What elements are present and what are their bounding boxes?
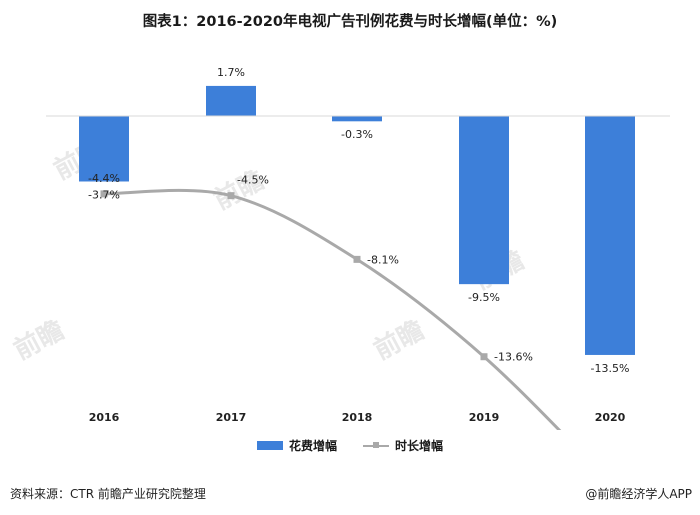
- legend: 花费增幅 时长增幅: [0, 437, 700, 454]
- watermark-mark: 前瞻: [209, 164, 269, 216]
- bar-2016: [79, 116, 129, 182]
- legend-swatch-bar: [256, 441, 283, 450]
- line-label-2019: -13.6%: [494, 351, 533, 364]
- bar-2020: [585, 116, 635, 355]
- bar-2018: [332, 116, 382, 122]
- x-tick-2019: 2019: [469, 411, 500, 424]
- line-series: [103, 188, 562, 430]
- watermark-mark: 前瞻: [369, 314, 429, 366]
- line-marker-2018: [353, 255, 361, 263]
- data-labels: -3.7% 1.7% -0.3% -9.5% -13.5% -4.4% -4.5% -8.1%…: [88, 66, 630, 375]
- bar-2019: [459, 116, 509, 285]
- legend-label-line: 时长增幅: [395, 439, 444, 453]
- line-markers: [100, 190, 488, 361]
- source-note: 资料来源：CTR 前瞻产业研究院整理: [10, 487, 206, 501]
- line-marker-2019: [480, 353, 488, 361]
- legend-swatch-line: [363, 441, 389, 450]
- legend-item-line: 时长增幅: [363, 437, 443, 454]
- bar-2017: [206, 85, 256, 116]
- legend-item-bar: 花费增幅: [256, 437, 337, 454]
- bar-series: [79, 85, 635, 355]
- line-label-2016: -4.4%: [88, 172, 120, 185]
- line-label-2017: -4.5%: [237, 174, 269, 187]
- line-marker-2016: [100, 190, 108, 198]
- bar-label-2018: -0.3%: [341, 128, 373, 141]
- bar-label-2016: -3.7%: [88, 188, 120, 201]
- x-tick-2017: 2017: [216, 411, 247, 424]
- legend-label-bar: 花费增幅: [288, 439, 337, 453]
- watermark-mark: 前瞻: [9, 314, 69, 366]
- x-tick-2016: 2016: [89, 411, 120, 424]
- credit-note: @前瞻经济学人APP: [585, 487, 692, 501]
- bar-label-2019: -9.5%: [468, 291, 500, 304]
- x-tick-2020: 2020: [595, 411, 626, 424]
- bar-label-2017: 1.7%: [217, 66, 245, 79]
- line-marker-2017: [227, 192, 235, 200]
- x-tick-2018: 2018: [342, 411, 373, 424]
- line-label-2018: -8.1%: [367, 253, 399, 266]
- bar-label-2020: -13.5%: [591, 362, 630, 375]
- x-axis-ticks: 2016 2017 2018 2019 2020: [89, 411, 626, 424]
- chart-title: 图表1：2016-2020年电视广告刊例花费与时长增幅(单位：%): [142, 14, 558, 30]
- chart-plot: 前瞻前瞻前瞻前瞻前瞻 -3.7%1.7%-0.3%-9.5%-13.5%-4.4…: [9, 66, 670, 430]
